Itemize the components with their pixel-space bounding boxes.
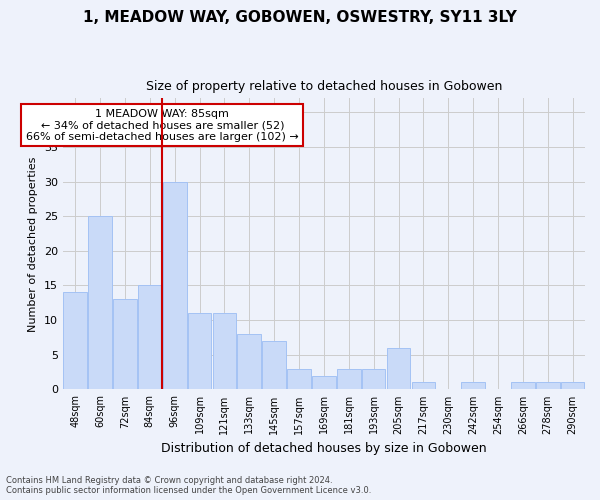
Bar: [536, 382, 560, 390]
Text: Contains HM Land Registry data © Crown copyright and database right 2024.
Contai: Contains HM Land Registry data © Crown c…: [6, 476, 371, 495]
Bar: [312, 376, 336, 390]
Bar: [461, 382, 485, 390]
Bar: [113, 300, 137, 390]
Bar: [88, 216, 112, 390]
Y-axis label: Number of detached properties: Number of detached properties: [28, 156, 38, 332]
Bar: [362, 368, 385, 390]
X-axis label: Distribution of detached houses by size in Gobowen: Distribution of detached houses by size …: [161, 442, 487, 455]
Bar: [262, 341, 286, 390]
Bar: [386, 348, 410, 390]
Bar: [188, 313, 211, 390]
Bar: [212, 313, 236, 390]
Title: Size of property relative to detached houses in Gobowen: Size of property relative to detached ho…: [146, 80, 502, 93]
Bar: [337, 368, 361, 390]
Bar: [511, 382, 535, 390]
Text: 1 MEADOW WAY: 85sqm
← 34% of detached houses are smaller (52)
66% of semi-detach: 1 MEADOW WAY: 85sqm ← 34% of detached ho…: [26, 108, 299, 142]
Bar: [138, 286, 161, 390]
Bar: [163, 182, 187, 390]
Bar: [238, 334, 261, 390]
Bar: [287, 368, 311, 390]
Bar: [561, 382, 584, 390]
Bar: [64, 292, 87, 390]
Bar: [412, 382, 435, 390]
Text: 1, MEADOW WAY, GOBOWEN, OSWESTRY, SY11 3LY: 1, MEADOW WAY, GOBOWEN, OSWESTRY, SY11 3…: [83, 10, 517, 25]
